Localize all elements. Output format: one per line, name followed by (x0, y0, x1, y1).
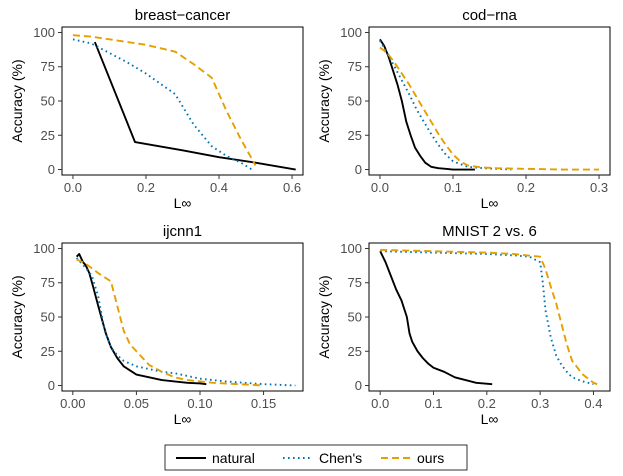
legend-label: ours (417, 450, 444, 466)
x-axis-label: L∞ (174, 195, 192, 211)
legend-item: ours (381, 450, 444, 466)
x-tick-label: 0.2 (478, 396, 496, 411)
x-tick-label: 0.0 (64, 180, 82, 195)
x-axis-label: L∞ (174, 411, 192, 427)
series-group (379, 38, 600, 171)
chart-panel: breast−cancer 0.0 0.2 0.4 0.6 0 25 50 75 100 L∞ Acc… (9, 7, 304, 211)
series-line (380, 250, 594, 386)
y-tick-label: 25 (41, 128, 55, 143)
series-line (76, 258, 264, 387)
legend: natural Chen's ours (164, 444, 468, 471)
series-line (72, 34, 257, 166)
x-tick-label: 0.15 (251, 396, 276, 411)
y-tick-label: 25 (41, 344, 55, 359)
series-group (75, 253, 296, 387)
x-tick-label: 0.2 (137, 180, 155, 195)
y-axis-label: Accuracy (%) (9, 59, 25, 142)
chart-panel: cod−rna 0.0 0.1 0.2 0.3 0 25 50 75 100 L∞ Accuracy … (316, 7, 611, 211)
chart-title: ijcnn1 (163, 223, 202, 240)
y-tick-label: 0 (48, 378, 55, 393)
series-line (379, 40, 512, 171)
x-tick-label: 0.2 (517, 180, 535, 195)
series-line (379, 250, 493, 386)
legend-frame (164, 444, 468, 471)
x-axis-label: L∞ (481, 195, 499, 211)
y-tick-label: 0 (48, 162, 55, 177)
y-axis-label: Accuracy (%) (316, 275, 332, 358)
legend-label: Chen's (319, 450, 362, 466)
y-axis-label: Accuracy (%) (316, 59, 332, 142)
series-group (72, 34, 296, 171)
y-tick-label: 75 (348, 59, 362, 74)
x-tick-label: 0.3 (531, 396, 549, 411)
x-tick-label: 0.6 (283, 180, 301, 195)
x-tick-label: 0.0 (371, 396, 389, 411)
series-line (75, 253, 207, 386)
series-line (379, 38, 475, 171)
panels: breast−cancer 0.0 0.2 0.4 0.6 0 25 50 75 100 L∞ Acc… (9, 7, 611, 427)
y-tick-label: 0 (355, 162, 362, 177)
y-tick-label: 50 (41, 94, 55, 109)
chart-panel: ijcnn1 0.00 0.05 0.10 0.15 0 25 50 75 100 L∞ Accura… (9, 223, 304, 427)
series-line (379, 46, 600, 171)
x-tick-label: 0.1 (444, 180, 462, 195)
legend-item: natural (176, 450, 255, 466)
y-tick-label: 25 (348, 128, 362, 143)
x-tick-label: 0.00 (60, 396, 85, 411)
x-tick-label: 0.3 (590, 180, 608, 195)
y-tick-label: 0 (355, 378, 362, 393)
x-tick-label: 0.0 (371, 180, 389, 195)
legend-label: natural (212, 450, 255, 466)
x-tick-label: 0.10 (187, 396, 212, 411)
series-line (93, 41, 296, 171)
chart-title: cod−rna (462, 7, 517, 24)
y-axis-label: Accuracy (%) (9, 275, 25, 358)
y-tick-label: 25 (348, 344, 362, 359)
y-tick-label: 75 (41, 275, 55, 290)
x-tick-label: 0.05 (124, 396, 149, 411)
y-tick-label: 100 (340, 25, 362, 40)
y-tick-label: 50 (348, 94, 362, 109)
x-tick-label: 0.1 (424, 396, 442, 411)
x-axis-label: L∞ (481, 411, 499, 427)
chart-title: MNIST 2 vs. 6 (442, 223, 537, 240)
chart-panel: MNIST 2 vs. 6 0.0 0.1 0.2 0.3 0.4 0 25 50 75 100 L∞… (316, 223, 611, 427)
y-tick-label: 100 (33, 25, 55, 40)
series-line (380, 248, 600, 386)
legend-item: Chen's (283, 450, 362, 466)
y-tick-label: 50 (348, 310, 362, 325)
y-tick-label: 75 (41, 59, 55, 74)
y-tick-label: 75 (348, 275, 362, 290)
y-tick-label: 100 (340, 241, 362, 256)
x-tick-label: 0.4 (584, 396, 602, 411)
chart-title: breast−cancer (135, 7, 230, 24)
y-tick-label: 50 (41, 310, 55, 325)
series-group (379, 248, 600, 386)
y-tick-label: 100 (33, 241, 55, 256)
x-tick-label: 0.4 (210, 180, 228, 195)
